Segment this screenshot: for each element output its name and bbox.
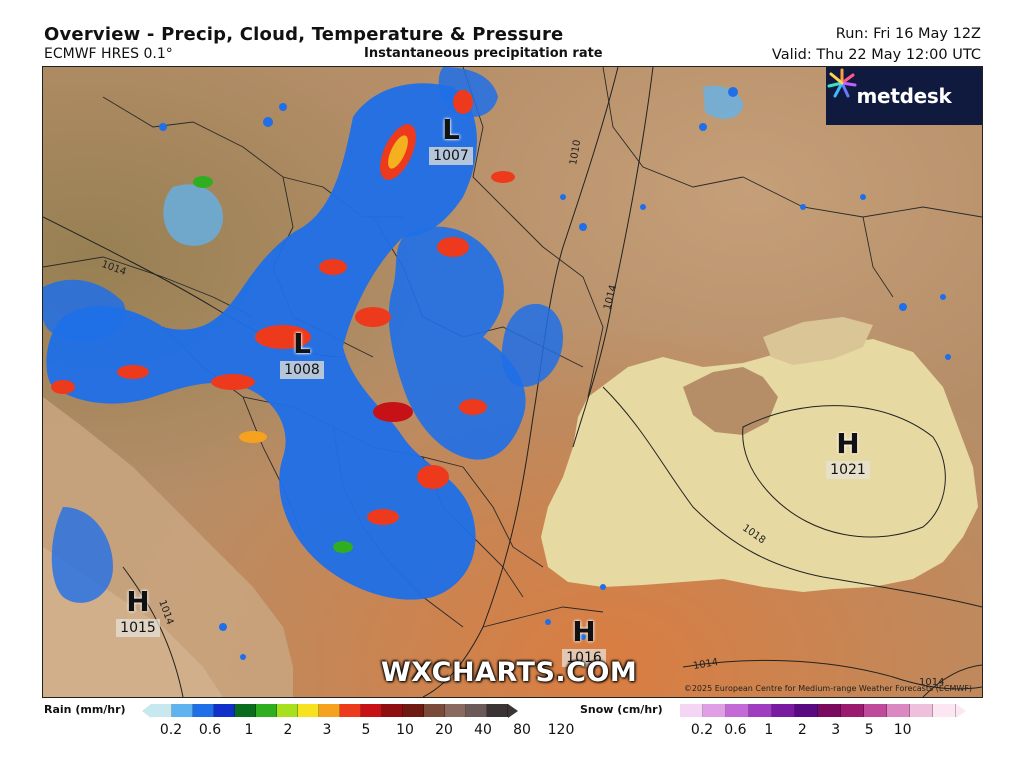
scale-tick-label: 5 [864,722,874,738]
scale-swatch [445,704,466,717]
pressure-value: 1015 [116,619,160,637]
sea-of-azov [763,317,873,365]
rain-legend-label: Rain (mm/hr) [44,703,126,716]
scale-swatch [864,704,887,717]
crimea [683,367,778,435]
scale-swatch [403,704,424,717]
precip-heavy-cores [51,90,515,553]
pressure-symbol: L [442,113,460,146]
pressure-symbol: H [126,585,150,618]
scale-end-arrow [508,703,518,718]
scale-tick-label: 1 [764,722,774,738]
scale-swatch [277,704,298,717]
snow-color-scale [680,703,966,718]
copyright-notice: ©2025 European Centre for Medium-range W… [683,684,972,693]
scale-tick-label: 20 [435,722,453,738]
scale-swatch [818,704,841,717]
run-time: Run: Fri 16 May 12Z [835,26,981,42]
scale-tick-label: 0.6 [724,722,747,738]
pressure-value: 1007 [429,147,473,165]
scale-swatch [193,704,214,717]
pressure-value: 1008 [280,361,324,379]
scale-swatch [910,704,933,717]
scale-swatch [795,704,818,717]
low-pressure-center: L 1008 [272,329,332,379]
scale-swatch [151,704,172,717]
black-sea [541,339,978,592]
scale-tick-label: 2 [283,722,293,738]
isobars [43,67,982,697]
high-pressure-center: H 1015 [108,587,168,637]
scale-swatch [319,704,340,717]
precip-showers [159,87,951,660]
scale-swatch [382,704,403,717]
scale-tick-label: 40 [474,722,492,738]
scale-tick-label: 0.2 [690,722,714,738]
scale-swatch [933,704,956,717]
scale-tick-label: 120 [547,722,575,738]
pressure-value: 1021 [826,461,870,479]
scale-tick-label: 0.6 [198,722,222,738]
scale-tick-label: 5 [361,722,371,738]
scale-swatch [361,704,382,717]
scale-swatch [749,704,772,717]
scale-swatch [887,704,910,717]
scale-tick-label: 3 [322,722,332,738]
scale-swatch [487,704,508,717]
scale-tick-label: 3 [831,722,841,738]
scale-swatch [214,704,235,717]
low-pressure-center: L 1007 [421,115,481,165]
scale-tick-label: 2 [797,722,807,738]
scale-tick-label: 10 [396,722,414,738]
scale-tick-label: 10 [893,722,912,738]
metdesk-flower-icon [827,68,857,98]
brand-name: metdesk [856,84,952,108]
pressure-value: 1016 [562,649,606,667]
scale-swatch [256,704,277,717]
scale-tick-label: 1 [244,722,254,738]
map-canvas [43,67,982,697]
scale-end-arrow [956,703,966,718]
scale-tick-label: 0.2 [159,722,183,738]
scale-swatch [772,704,795,717]
chart-subtitle: Instantaneous precipitation rate [364,46,603,61]
scale-swatch [466,704,487,717]
scale-swatch [424,704,445,717]
scale-swatch [841,704,864,717]
model-name: ECMWF HRES 0.1° [44,46,173,62]
snow-legend-label: Snow (cm/hr) [580,703,663,716]
wxcharts-watermark: WXCHARTS.COM [381,657,638,688]
pressure-symbol: H [572,615,596,648]
scale-start-cap [142,703,151,718]
metdesk-logo: metdesk [826,67,982,125]
scale-swatch [703,704,726,717]
weather-map[interactable]: metdesk L 1007 L 1008 H 1021 H 1015 H 10… [42,66,983,698]
scale-swatch [726,704,749,717]
scale-swatch [298,704,319,717]
scale-tick-label: 80 [513,722,531,738]
pressure-symbol: L [293,327,311,360]
high-pressure-center: H 1016 [554,617,614,667]
high-pressure-center: H 1021 [818,429,878,479]
rain-color-scale [142,703,518,718]
isobar-label: 1014 [919,677,945,688]
scale-swatch [340,704,361,717]
scale-swatch [680,704,703,717]
scale-swatch [235,704,256,717]
valid-time: Valid: Thu 22 May 12:00 UTC [771,47,981,63]
scale-swatch [172,704,193,717]
pressure-symbol: H [836,427,860,460]
chart-title: Overview - Precip, Cloud, Temperature & … [44,24,564,45]
